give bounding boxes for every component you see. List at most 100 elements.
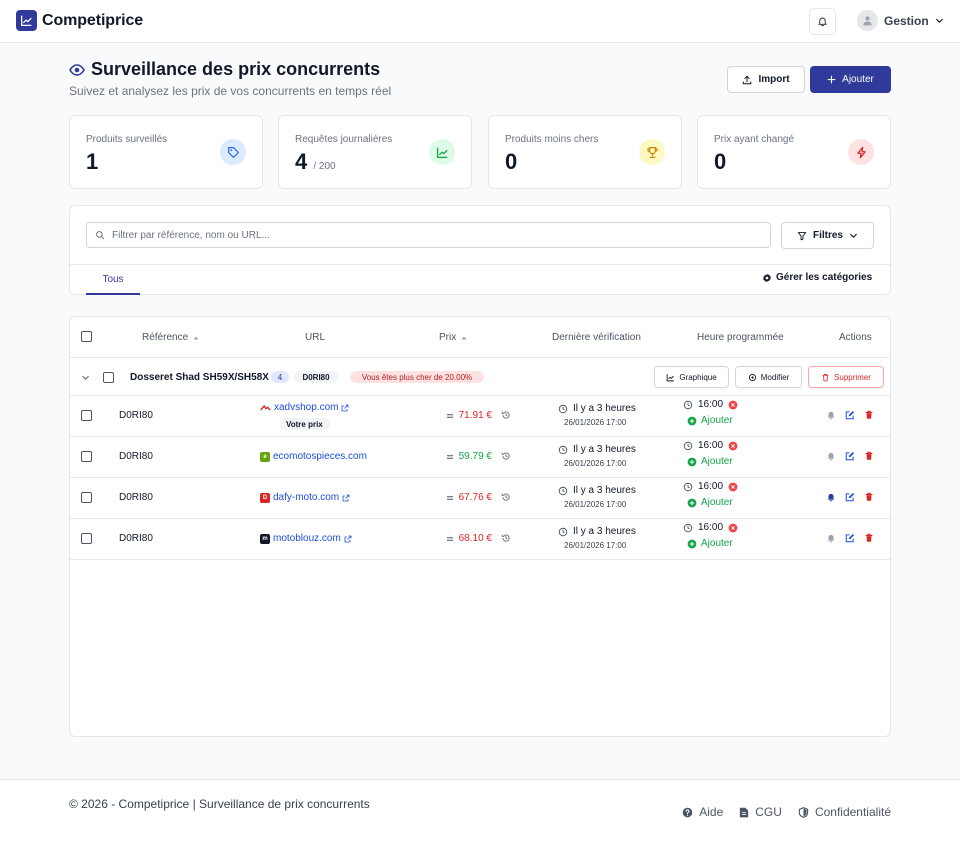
trash-icon[interactable] [864,410,874,420]
history-icon[interactable] [501,492,511,502]
remove-time-icon[interactable] [728,400,738,410]
row-reference: D0RI80 [119,492,153,503]
filters-button[interactable]: Filtres [781,222,874,249]
row-actions [826,451,874,461]
search-input[interactable] [112,229,752,241]
bolt-icon [848,139,874,165]
stat-label: Produits surveillés [86,134,168,145]
row-reference: D0RI80 [119,410,153,421]
add-time-button[interactable]: Ajouter [687,415,738,426]
price-cell: 68.10 € [430,533,492,544]
bell-icon[interactable] [826,533,836,543]
gear-icon [748,373,756,381]
search-icon [96,231,105,240]
bell-icon [818,17,827,27]
plus-circle-icon [687,416,697,425]
row-checkbox[interactable] [81,410,92,421]
divider [70,264,890,265]
check-date: 26/01/2026 17:00 [564,418,627,427]
col-reference[interactable]: Référence [142,332,200,343]
external-link-icon [344,535,352,542]
select-all-checkbox[interactable] [81,331,92,342]
remove-time-icon[interactable] [728,441,738,451]
manage-categories-label: Gérer les catégories [776,272,873,283]
stat-label: Requêtes journalières [295,134,393,145]
app-name: Competiprice [42,11,144,29]
chevron-down-icon [850,233,857,238]
footer-links: Aide CGU Confidentialité [682,805,891,819]
add-time-button[interactable]: Ajouter [687,538,738,549]
scheduled-cell: 16:00 Ajouter [683,440,738,467]
chevron-down-icon [935,18,943,23]
count-badge: 4 [271,371,289,383]
ecomotospieces-logo-icon: e [260,451,270,462]
history-icon[interactable] [501,533,511,543]
copyright: © 2026 - Competiprice | Surveillance de … [69,797,370,811]
plus-circle-icon [687,539,697,548]
trophy-icon [639,139,665,165]
trash-icon[interactable] [864,492,874,502]
search-field[interactable] [86,222,771,248]
notifications-button[interactable] [809,8,836,35]
bell-icon[interactable] [826,410,836,420]
site-link[interactable]: m motoblouz.com [260,533,352,544]
site-link[interactable]: D dafy-moto.com [260,492,350,503]
plus-icon [827,75,836,84]
tab-all[interactable]: Tous [86,265,140,295]
add-button[interactable]: Ajouter [810,66,891,93]
row-checkbox[interactable] [81,533,92,544]
help-icon [682,807,693,817]
add-time-button[interactable]: Ajouter [687,456,738,467]
manage-categories-button[interactable]: Gérer les catégories [762,272,872,283]
bell-icon[interactable] [826,492,836,502]
col-url: URL [305,332,326,343]
filter-icon [797,231,807,240]
edit-icon[interactable] [845,492,855,502]
import-button[interactable]: Import [727,66,805,93]
clock-icon [683,400,693,409]
site-link[interactable]: e ecomotospieces.com [260,451,367,462]
add-time-button[interactable]: Ajouter [687,497,738,508]
user-menu[interactable]: Gestion [857,10,944,31]
history-icon[interactable] [501,451,511,461]
last-check-cell: Il y a 3 heures 26/01/2026 17:00 [558,444,636,468]
row-checkbox[interactable] [81,451,92,462]
edit-icon[interactable] [845,451,855,461]
filter-panel: Filtres Tous Gérer les catégories [69,205,891,295]
chart-button[interactable]: Graphique [654,366,729,388]
col-last-check: Dernière vérification [552,332,641,343]
help-link[interactable]: Aide [682,805,723,819]
edit-icon[interactable] [845,533,855,543]
top-bar: Competiprice Gestion [0,0,960,43]
price-warning-badge: Vous êtes plus cher de 20.00% [350,371,484,383]
bell-icon[interactable] [826,451,836,461]
edit-icon[interactable] [845,410,855,420]
terms-link[interactable]: CGU [739,805,782,819]
edit-button[interactable]: Modifier [735,366,802,388]
remove-time-icon[interactable] [728,482,738,492]
dafy-logo-icon: D [260,492,270,503]
check-date: 26/01/2026 17:00 [564,500,627,509]
add-label: Ajouter [842,74,874,85]
trash-icon[interactable] [864,451,874,461]
row-checkbox[interactable] [81,492,92,503]
delete-button[interactable]: Supprimer [808,366,884,388]
history-icon[interactable] [501,410,511,420]
product-group-row: Dosseret Shad SH59X/SH58X 4 D0RI80 Vous … [70,358,890,396]
group-checkbox[interactable] [103,372,114,383]
table-row: D0RI80 xadvshop.com Votre prix 71.91 € I… [70,396,890,437]
equal-icon [446,413,453,418]
remove-time-icon[interactable] [728,523,738,533]
privacy-link[interactable]: Confidentialité [798,805,891,819]
col-price[interactable]: Prix [439,332,468,343]
avatar [857,10,878,31]
table-row: D0RI80 e ecomotospieces.com 59.79 € Il y… [70,437,890,478]
chevron-down-icon[interactable] [81,373,90,382]
app-logo[interactable]: Competiprice [16,10,143,31]
page-subtitle: Suivez et analysez les prix de vos concu… [69,84,392,98]
stat-value: 0 [714,149,727,174]
site-link[interactable]: xadvshop.com [260,402,349,413]
table-row: D0RI80 m motoblouz.com 68.10 € Il y a 3 … [70,519,890,560]
trash-icon[interactable] [864,533,874,543]
footer: © 2026 - Competiprice | Surveillance de … [0,779,960,843]
